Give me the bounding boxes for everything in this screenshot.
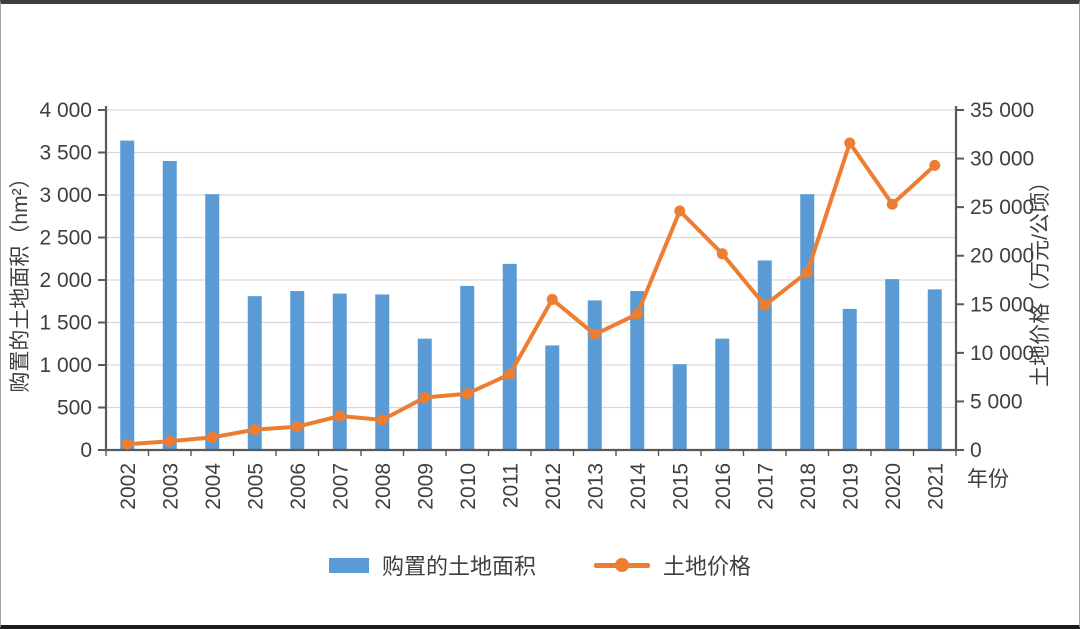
left-tick-label: 0: [80, 439, 92, 462]
price-marker-2015: [674, 205, 686, 217]
bar-2006: [290, 291, 305, 450]
price-marker-2006: [291, 421, 303, 433]
left-axis-title: 购置的土地面积（hm²）: [9, 167, 32, 392]
price-marker-2014: [631, 308, 643, 320]
x-tick-label-2013: 2013: [584, 463, 607, 510]
bar-2021: [927, 289, 942, 450]
right-tick-label: 0: [970, 439, 982, 462]
x-tick-label-2020: 2020: [882, 463, 905, 510]
x-tick-label-2007: 2007: [329, 463, 352, 510]
bar-2013: [587, 300, 602, 450]
x-tick-label-2011: 2011: [499, 463, 522, 508]
bar-2018: [800, 194, 815, 450]
x-tick-label-2012: 2012: [542, 463, 565, 510]
bar-2012: [545, 345, 560, 450]
price-marker-2020: [886, 198, 898, 210]
x-tick-label-2009: 2009: [414, 463, 437, 510]
x-tick-label-2021: 2021: [924, 463, 947, 510]
price-marker-2017: [759, 299, 771, 311]
price-marker-2019: [844, 137, 856, 149]
bar-2003: [162, 161, 177, 450]
x-tick-label-2008: 2008: [372, 463, 395, 510]
x-tick-label-2004: 2004: [202, 463, 225, 510]
legend-label-land-area: 购置的土地面积: [381, 554, 536, 579]
price-line: [125, 141, 937, 447]
left-tick-label: 2 500: [39, 227, 92, 250]
bar-2005: [247, 296, 262, 450]
right-tick-label: 30 000: [970, 148, 1034, 171]
price-marker-2013: [589, 328, 601, 340]
legend-line-swatch: [594, 558, 650, 572]
left-tick-label: 2 000: [39, 269, 92, 292]
bar-series: [120, 140, 942, 450]
x-axis-title: 年份: [967, 468, 1009, 491]
left-tick-label: 4 000: [39, 99, 92, 122]
price-marker-2021: [929, 159, 941, 171]
gridlines: [106, 109, 956, 409]
price-marker-2009: [419, 392, 431, 404]
price-marker-2011: [504, 368, 516, 380]
right-tick-label: 25 000: [970, 196, 1034, 219]
left-tick-label: 500: [57, 397, 92, 420]
legend-line-marker-dot: [615, 558, 629, 572]
price-marker-2012: [546, 293, 558, 305]
price-marker-2008: [376, 414, 388, 426]
left-axis-tick-labels: 0 500 1 000 1 500 2 000 2 500 3 000 3 500 4 000: [39, 99, 92, 462]
bar-2011: [502, 263, 517, 450]
x-tick-label-2019: 2019: [839, 463, 862, 510]
left-tick-label: 3 500: [39, 142, 92, 165]
left-tick-label: 3 000: [39, 184, 92, 207]
x-tick-label-2016: 2016: [712, 463, 735, 510]
price-marker-2003: [164, 435, 176, 447]
price-marker-2018: [801, 266, 813, 278]
x-tick-label-2018: 2018: [797, 463, 820, 510]
bar-2002: [120, 140, 135, 450]
x-tick-label-2005: 2005: [244, 463, 267, 510]
bar-2010: [460, 285, 475, 450]
right-tick-label: 20 000: [970, 245, 1034, 268]
x-tick-label-2003: 2003: [159, 463, 182, 510]
right-axis-title: 土地价格（万元/公顷）: [1029, 171, 1052, 387]
bar-2007: [332, 293, 347, 450]
left-tick-label: 1 500: [39, 312, 92, 335]
bar-2016: [715, 338, 730, 450]
bar-2008: [375, 294, 390, 450]
bar-2015: [672, 364, 687, 450]
left-tick-label: 1 000: [39, 354, 92, 377]
right-tick-label: 35 000: [970, 99, 1034, 122]
price-marker-2007: [334, 410, 346, 422]
bar-2020: [885, 279, 900, 450]
right-tick-label: 15 000: [970, 293, 1034, 316]
x-tick-label-2015: 2015: [669, 463, 692, 510]
price-marker-2010: [461, 388, 473, 400]
x-tick-label-2006: 2006: [287, 463, 310, 510]
bar-2004: [205, 194, 220, 450]
price-marker-2005: [249, 424, 261, 436]
x-tick-label-2002: 2002: [117, 463, 140, 510]
bar-2019: [842, 308, 857, 450]
x-tick-label-2014: 2014: [627, 463, 650, 510]
legend-label-land-price: 土地价格: [663, 554, 752, 579]
axes: [98, 106, 964, 456]
legend-bar-swatch: [328, 557, 369, 573]
right-tick-label: 10 000: [970, 342, 1034, 365]
right-tick-label: 5 000: [970, 390, 1023, 413]
price-marker-2016: [716, 248, 728, 260]
legend-item-land-price: 土地价格: [594, 549, 751, 581]
line-series: [121, 137, 941, 450]
price-marker-2002: [121, 438, 133, 450]
right-axis-tick-labels: 0 5 000 10 000 15 000 20 000 25 000 30 000 35 0…: [970, 99, 1034, 462]
price-marker-2004: [206, 431, 218, 443]
x-axis-tick-labels: 2002 2003 2004 2005 2006 2007 2008 2009 2010 2011…: [117, 463, 948, 510]
legend-item-land-area: 购置的土地面积: [328, 549, 536, 581]
legend: 购置的土地面积 土地价格: [1, 549, 1079, 581]
bar-2014: [630, 291, 645, 450]
x-tick-label-2017: 2017: [754, 463, 777, 510]
x-tick-label-2010: 2010: [457, 463, 480, 510]
bar-2017: [757, 260, 772, 450]
